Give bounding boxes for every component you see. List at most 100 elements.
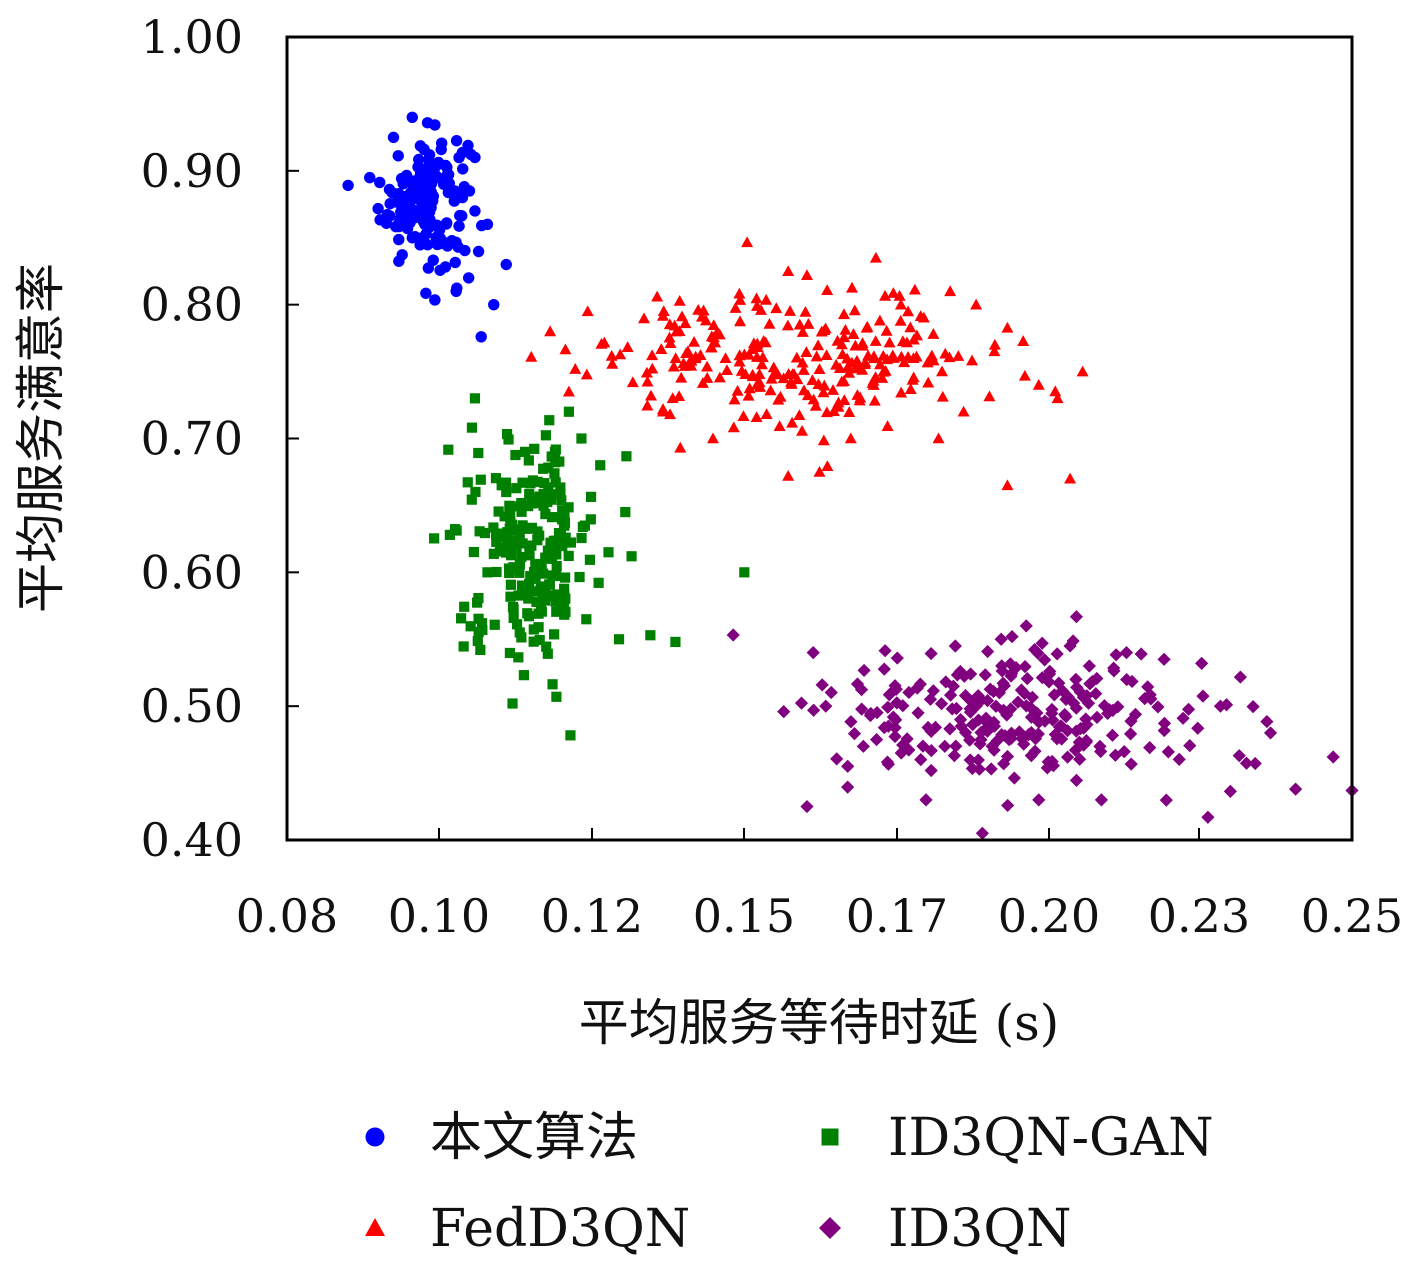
data-point: [1018, 369, 1031, 381]
data-point: [943, 688, 958, 702]
data-point: [473, 447, 484, 459]
data-point: [533, 622, 544, 633]
data-point: [491, 536, 502, 547]
y-tick-label: 0.40: [141, 813, 243, 867]
data-point: [995, 659, 1009, 673]
data-point: [917, 311, 930, 323]
data-point: [1181, 702, 1196, 716]
data-point: [454, 209, 466, 222]
data-point: [679, 317, 692, 329]
plot-area: [342, 111, 1359, 840]
data-point: [794, 696, 809, 710]
data-point: [638, 312, 651, 324]
data-point: [1076, 738, 1091, 752]
data-point: [694, 349, 707, 360]
data-point: [921, 720, 935, 735]
data-point: [908, 283, 921, 295]
data-point: [830, 358, 843, 370]
data-point: [902, 305, 915, 317]
data-point: [850, 677, 865, 691]
data-point: [1027, 642, 1042, 657]
data-point: [1035, 671, 1049, 685]
data-point: [983, 390, 996, 402]
data-point: [406, 111, 418, 124]
data-point: [797, 384, 810, 396]
data-point: [595, 337, 608, 349]
data-point: [1019, 699, 1033, 713]
data-point: [465, 148, 477, 161]
data-point: [1058, 707, 1072, 722]
data-point: [701, 360, 714, 372]
data-point: [508, 562, 519, 573]
data-point: [554, 596, 565, 608]
data-point: [1024, 710, 1039, 724]
data-point: [890, 696, 904, 710]
data-point: [802, 318, 815, 329]
data-point: [1085, 674, 1099, 689]
data-point: [1011, 695, 1025, 709]
data-point: [657, 403, 670, 414]
data-point: [657, 305, 670, 317]
data-point: [869, 251, 882, 263]
data-point: [1141, 680, 1155, 694]
data-point: [503, 434, 514, 445]
data-point: [576, 532, 587, 544]
data-point: [563, 502, 574, 513]
data-point: [549, 629, 560, 640]
data-point: [540, 508, 551, 520]
data-point: [877, 721, 891, 735]
data-point: [838, 331, 851, 343]
data-point: [440, 217, 453, 229]
data-point: [1001, 479, 1014, 491]
data-point: [939, 675, 953, 689]
data-point: [856, 364, 869, 375]
data-point: [524, 578, 535, 589]
data-point: [563, 550, 574, 561]
data-point: [501, 486, 512, 498]
data-point: [869, 732, 884, 747]
data-point: [490, 529, 502, 540]
data-point: [753, 376, 766, 388]
data-point: [824, 685, 838, 700]
data-point: [429, 294, 441, 306]
data-point: [819, 699, 833, 713]
data-point: [911, 706, 925, 720]
data-point: [988, 338, 1001, 350]
data-point: [1151, 700, 1165, 714]
data-point: [1213, 699, 1228, 713]
data-point: [970, 298, 983, 310]
data-point: [986, 684, 1001, 699]
data-point: [551, 606, 562, 617]
data-point: [473, 626, 484, 638]
data-point: [374, 176, 386, 189]
data-point: [641, 375, 654, 387]
data-point: [420, 228, 432, 240]
data-point: [525, 478, 536, 489]
data-point: [1064, 472, 1077, 484]
data-point: [958, 725, 973, 740]
data-point: [508, 612, 519, 624]
data-point: [504, 505, 515, 516]
data-point: [559, 343, 572, 355]
data-point: [856, 337, 869, 349]
data-point: [513, 652, 524, 663]
data-point: [904, 321, 917, 333]
data-point: [374, 214, 386, 226]
data-point: [799, 306, 812, 317]
data-point: [517, 477, 528, 488]
data-point: [847, 328, 860, 339]
data-point: [505, 579, 516, 590]
data-point: [734, 315, 747, 327]
series-2: [429, 393, 750, 741]
data-point: [1201, 810, 1215, 824]
data-point: [952, 350, 965, 361]
data-point: [544, 415, 555, 426]
data-point: [883, 336, 896, 348]
data-point: [462, 477, 473, 488]
data-point: [1082, 659, 1096, 673]
data-point: [593, 577, 604, 588]
data-point: [1074, 721, 1088, 736]
data-point: [743, 382, 756, 394]
data-point: [1159, 793, 1173, 807]
data-point: [504, 540, 515, 551]
